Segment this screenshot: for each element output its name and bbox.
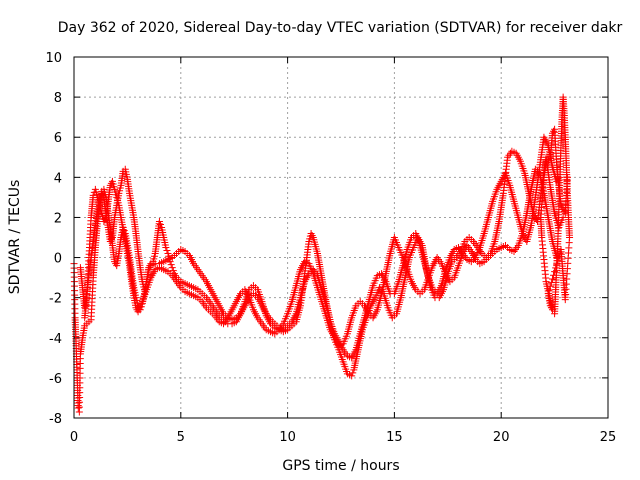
- plot-frame: [73, 56, 609, 419]
- y-tick-label: 0: [54, 252, 62, 267]
- data-point: [155, 217, 163, 225]
- y-tick-label: -2: [49, 292, 62, 307]
- y-tick-label: 8: [54, 91, 62, 106]
- data-point: [163, 247, 171, 255]
- y-tick-label: -4: [49, 332, 62, 347]
- y-tick-label: -8: [49, 412, 62, 427]
- data-point: [168, 264, 176, 272]
- data-point: [550, 271, 558, 279]
- y-tick-label: 6: [54, 131, 62, 146]
- data-point: [169, 267, 177, 275]
- data-point: [548, 275, 556, 283]
- data-point: [552, 264, 560, 272]
- y-tick-label: 4: [54, 171, 62, 186]
- data-point: [551, 268, 559, 276]
- points-layer: [70, 93, 574, 416]
- data-point: [555, 253, 563, 261]
- y-tick-label: 2: [54, 211, 62, 226]
- x-tick-label: 15: [386, 430, 403, 445]
- data-point: [547, 279, 555, 287]
- chart-title: Day 362 of 2020, Sidereal Day-to-day VTE…: [58, 20, 623, 36]
- data-point: [557, 246, 565, 254]
- data-point: [554, 257, 562, 265]
- y-axis-label: SDTVAR / TECUs: [7, 180, 23, 295]
- data-point: [89, 191, 97, 199]
- x-tick-label: 5: [177, 430, 185, 445]
- data-point: [348, 372, 356, 380]
- data-point: [563, 173, 571, 181]
- data-point: [157, 220, 165, 228]
- data-point: [74, 404, 82, 412]
- data-point: [553, 260, 561, 268]
- data-point: [162, 244, 170, 252]
- grid-layer: [74, 57, 608, 418]
- data-point: [556, 249, 564, 257]
- data-point: [167, 261, 175, 269]
- x-tick-label: 25: [600, 430, 617, 445]
- y-tick-label: -6: [49, 372, 62, 387]
- y-tick-label: 10: [45, 51, 62, 66]
- tick-label-layer: 0 5 10 15 20 25 -8 -6 -4 -2 0 2 4 6 8 10: [45, 51, 616, 445]
- x-axis-label: GPS time / hours: [282, 458, 399, 474]
- x-tick-label: 20: [493, 430, 510, 445]
- x-tick-label: 10: [279, 430, 296, 445]
- x-tick-label: 0: [70, 430, 78, 445]
- data-point: [349, 369, 357, 377]
